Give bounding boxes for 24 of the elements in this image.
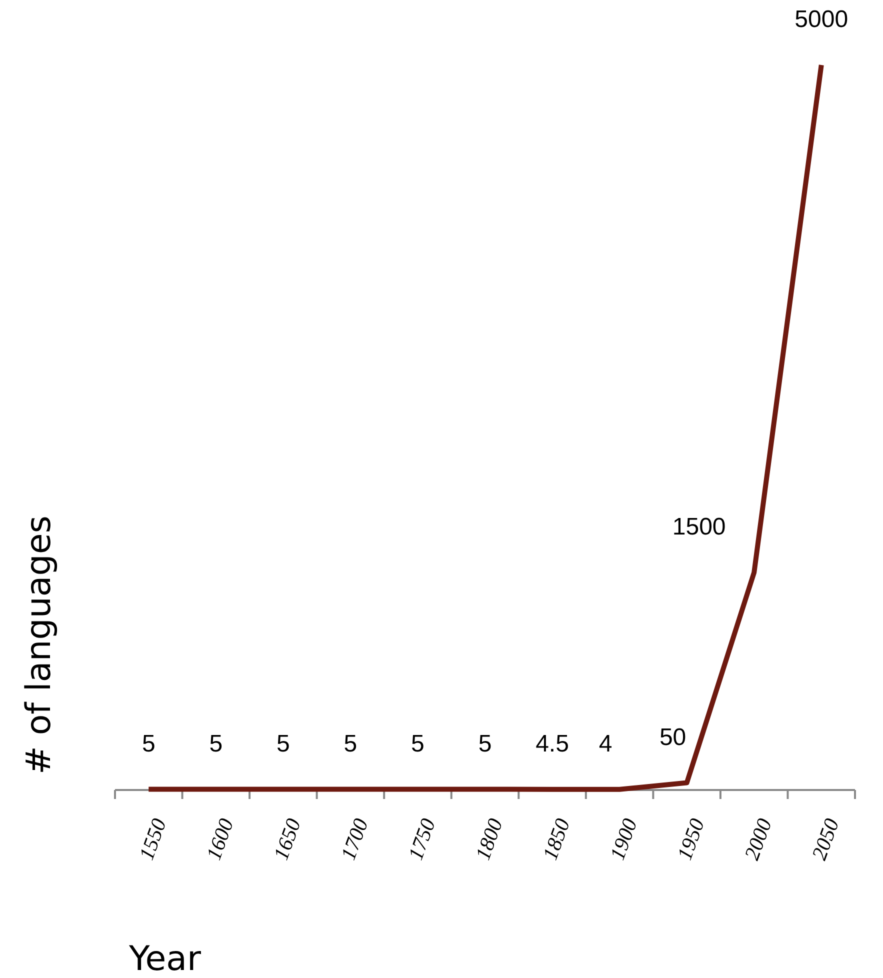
data-label: 5000: [794, 6, 848, 33]
y-axis-title: # of languages: [19, 516, 59, 774]
x-tick-label: 1600: [201, 814, 238, 864]
x-tick-label: 1850: [538, 814, 575, 864]
x-tick-label: 1550: [134, 814, 172, 864]
data-label: 4.5: [536, 730, 569, 758]
data-label: 5: [411, 730, 424, 758]
data-label: 4: [598, 730, 612, 758]
data-label: 1500: [672, 514, 726, 540]
data-label: 5: [344, 730, 358, 758]
x-tick-label: 1750: [403, 814, 440, 864]
x-tick-label: 1700: [336, 814, 374, 864]
data-label: 5: [209, 730, 223, 758]
x-tick-label: 2050: [806, 814, 844, 864]
x-tick-label: 1650: [268, 814, 306, 864]
data-label: 50: [659, 724, 686, 751]
data-label: 5: [478, 730, 492, 758]
data-label: 5: [142, 730, 156, 758]
x-tick-label: 2000: [740, 814, 777, 864]
x-tick-label: 1900: [605, 814, 642, 864]
x-axis-title: Year: [128, 939, 202, 978]
x-tick-label: 1800: [470, 814, 508, 864]
x-tick-label: 1950: [672, 814, 710, 864]
data-label: 5: [276, 730, 290, 758]
